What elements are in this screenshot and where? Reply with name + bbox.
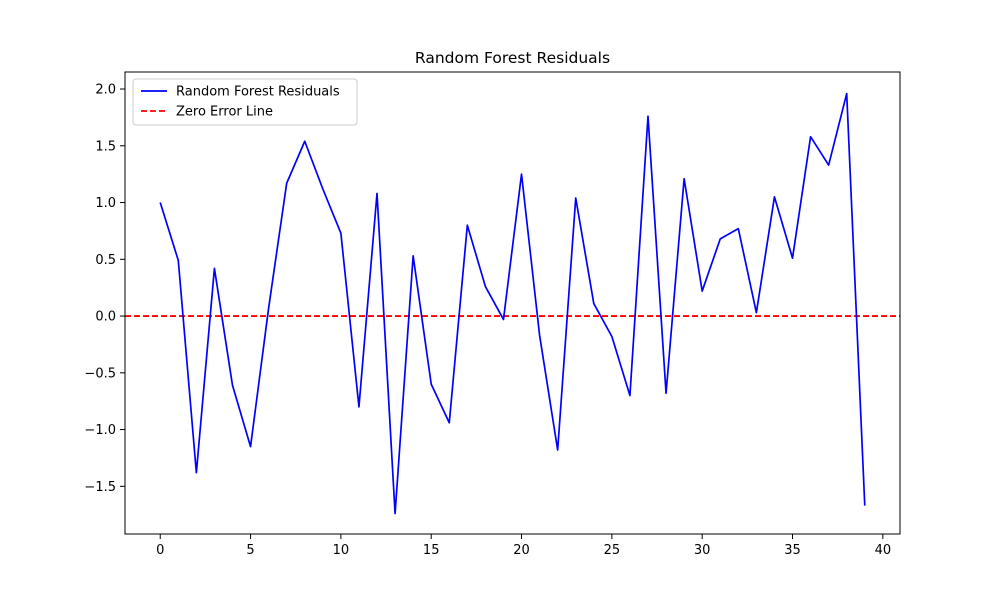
residual-point-13 (394, 512, 396, 514)
x-tick-label: 15 (423, 543, 440, 558)
residual-point-14 (412, 255, 414, 257)
x-axis: 0 5 10 15 20 25 30 35 40 (156, 534, 891, 558)
residual-point-6 (267, 307, 269, 309)
residual-point-34 (773, 196, 775, 198)
residual-point-9 (322, 188, 324, 190)
residual-point-16 (448, 422, 450, 424)
x-tick-label: 25 (604, 543, 621, 558)
residual-point-21 (538, 334, 540, 336)
residual-point-27 (647, 115, 649, 117)
residual-point-19 (502, 318, 504, 320)
residual-point-12 (376, 192, 378, 194)
residual-point-20 (520, 173, 522, 175)
residual-point-31 (719, 238, 721, 240)
y-tick-label: 1.5 (95, 139, 116, 154)
residual-point-23 (575, 197, 577, 199)
y-tick-label: 0.5 (95, 253, 116, 268)
y-tick-label: −0.5 (84, 366, 116, 381)
residual-point-36 (809, 136, 811, 138)
residual-point-11 (358, 406, 360, 408)
legend-box (132, 78, 358, 126)
residuals-series-line (159, 92, 866, 515)
axes-frame (124, 71, 901, 535)
residual-point-29 (683, 178, 685, 180)
residual-point-7 (285, 182, 287, 184)
residual-point-4 (231, 384, 233, 386)
legend-label-zero-error: Zero Error Line (176, 105, 273, 120)
residual-point-0 (159, 201, 161, 203)
x-tick-label: 40 (875, 543, 892, 558)
residual-point-28 (665, 392, 667, 394)
y-tick-label: 0.0 (95, 310, 116, 325)
residual-point-33 (755, 311, 757, 313)
residual-point-22 (556, 449, 558, 451)
residual-point-26 (629, 394, 631, 396)
plot-area (124, 71, 901, 535)
residual-point-24 (593, 302, 595, 304)
x-tick-label: 10 (333, 543, 350, 558)
y-tick-label: −1.5 (84, 480, 116, 495)
residual-point-35 (791, 257, 793, 259)
x-tick-label: 30 (694, 543, 711, 558)
chart-title: Random Forest Residuals (415, 49, 610, 67)
residual-point-37 (827, 164, 829, 166)
residual-point-1 (177, 259, 179, 261)
y-tick-label: −1.0 (84, 423, 116, 438)
x-tick-label: 35 (784, 543, 801, 558)
residual-point-5 (249, 445, 251, 447)
x-tick-label: 5 (246, 543, 254, 558)
residual-point-15 (430, 383, 432, 385)
residual-point-39 (864, 504, 866, 506)
residual-point-3 (213, 267, 215, 269)
y-axis: −1.5 −1.0 −0.5 0.0 0.5 1.0 1.5 2.0 (84, 83, 125, 495)
residual-point-18 (484, 285, 486, 287)
x-tick-label: 0 (156, 543, 164, 558)
residual-point-2 (195, 472, 197, 474)
residual-point-17 (466, 224, 468, 226)
y-tick-label: 1.0 (95, 196, 116, 211)
legend: Random Forest Residuals Zero Error Line (132, 78, 358, 126)
x-tick-label: 20 (513, 543, 530, 558)
legend-label-residuals: Random Forest Residuals (176, 85, 340, 100)
residual-point-10 (340, 232, 342, 234)
residual-point-30 (701, 290, 703, 292)
residual-point-32 (737, 227, 739, 229)
residual-point-38 (846, 92, 848, 94)
residual-point-8 (304, 140, 306, 142)
y-tick-label: 2.0 (95, 83, 116, 98)
residual-point-25 (611, 335, 613, 337)
